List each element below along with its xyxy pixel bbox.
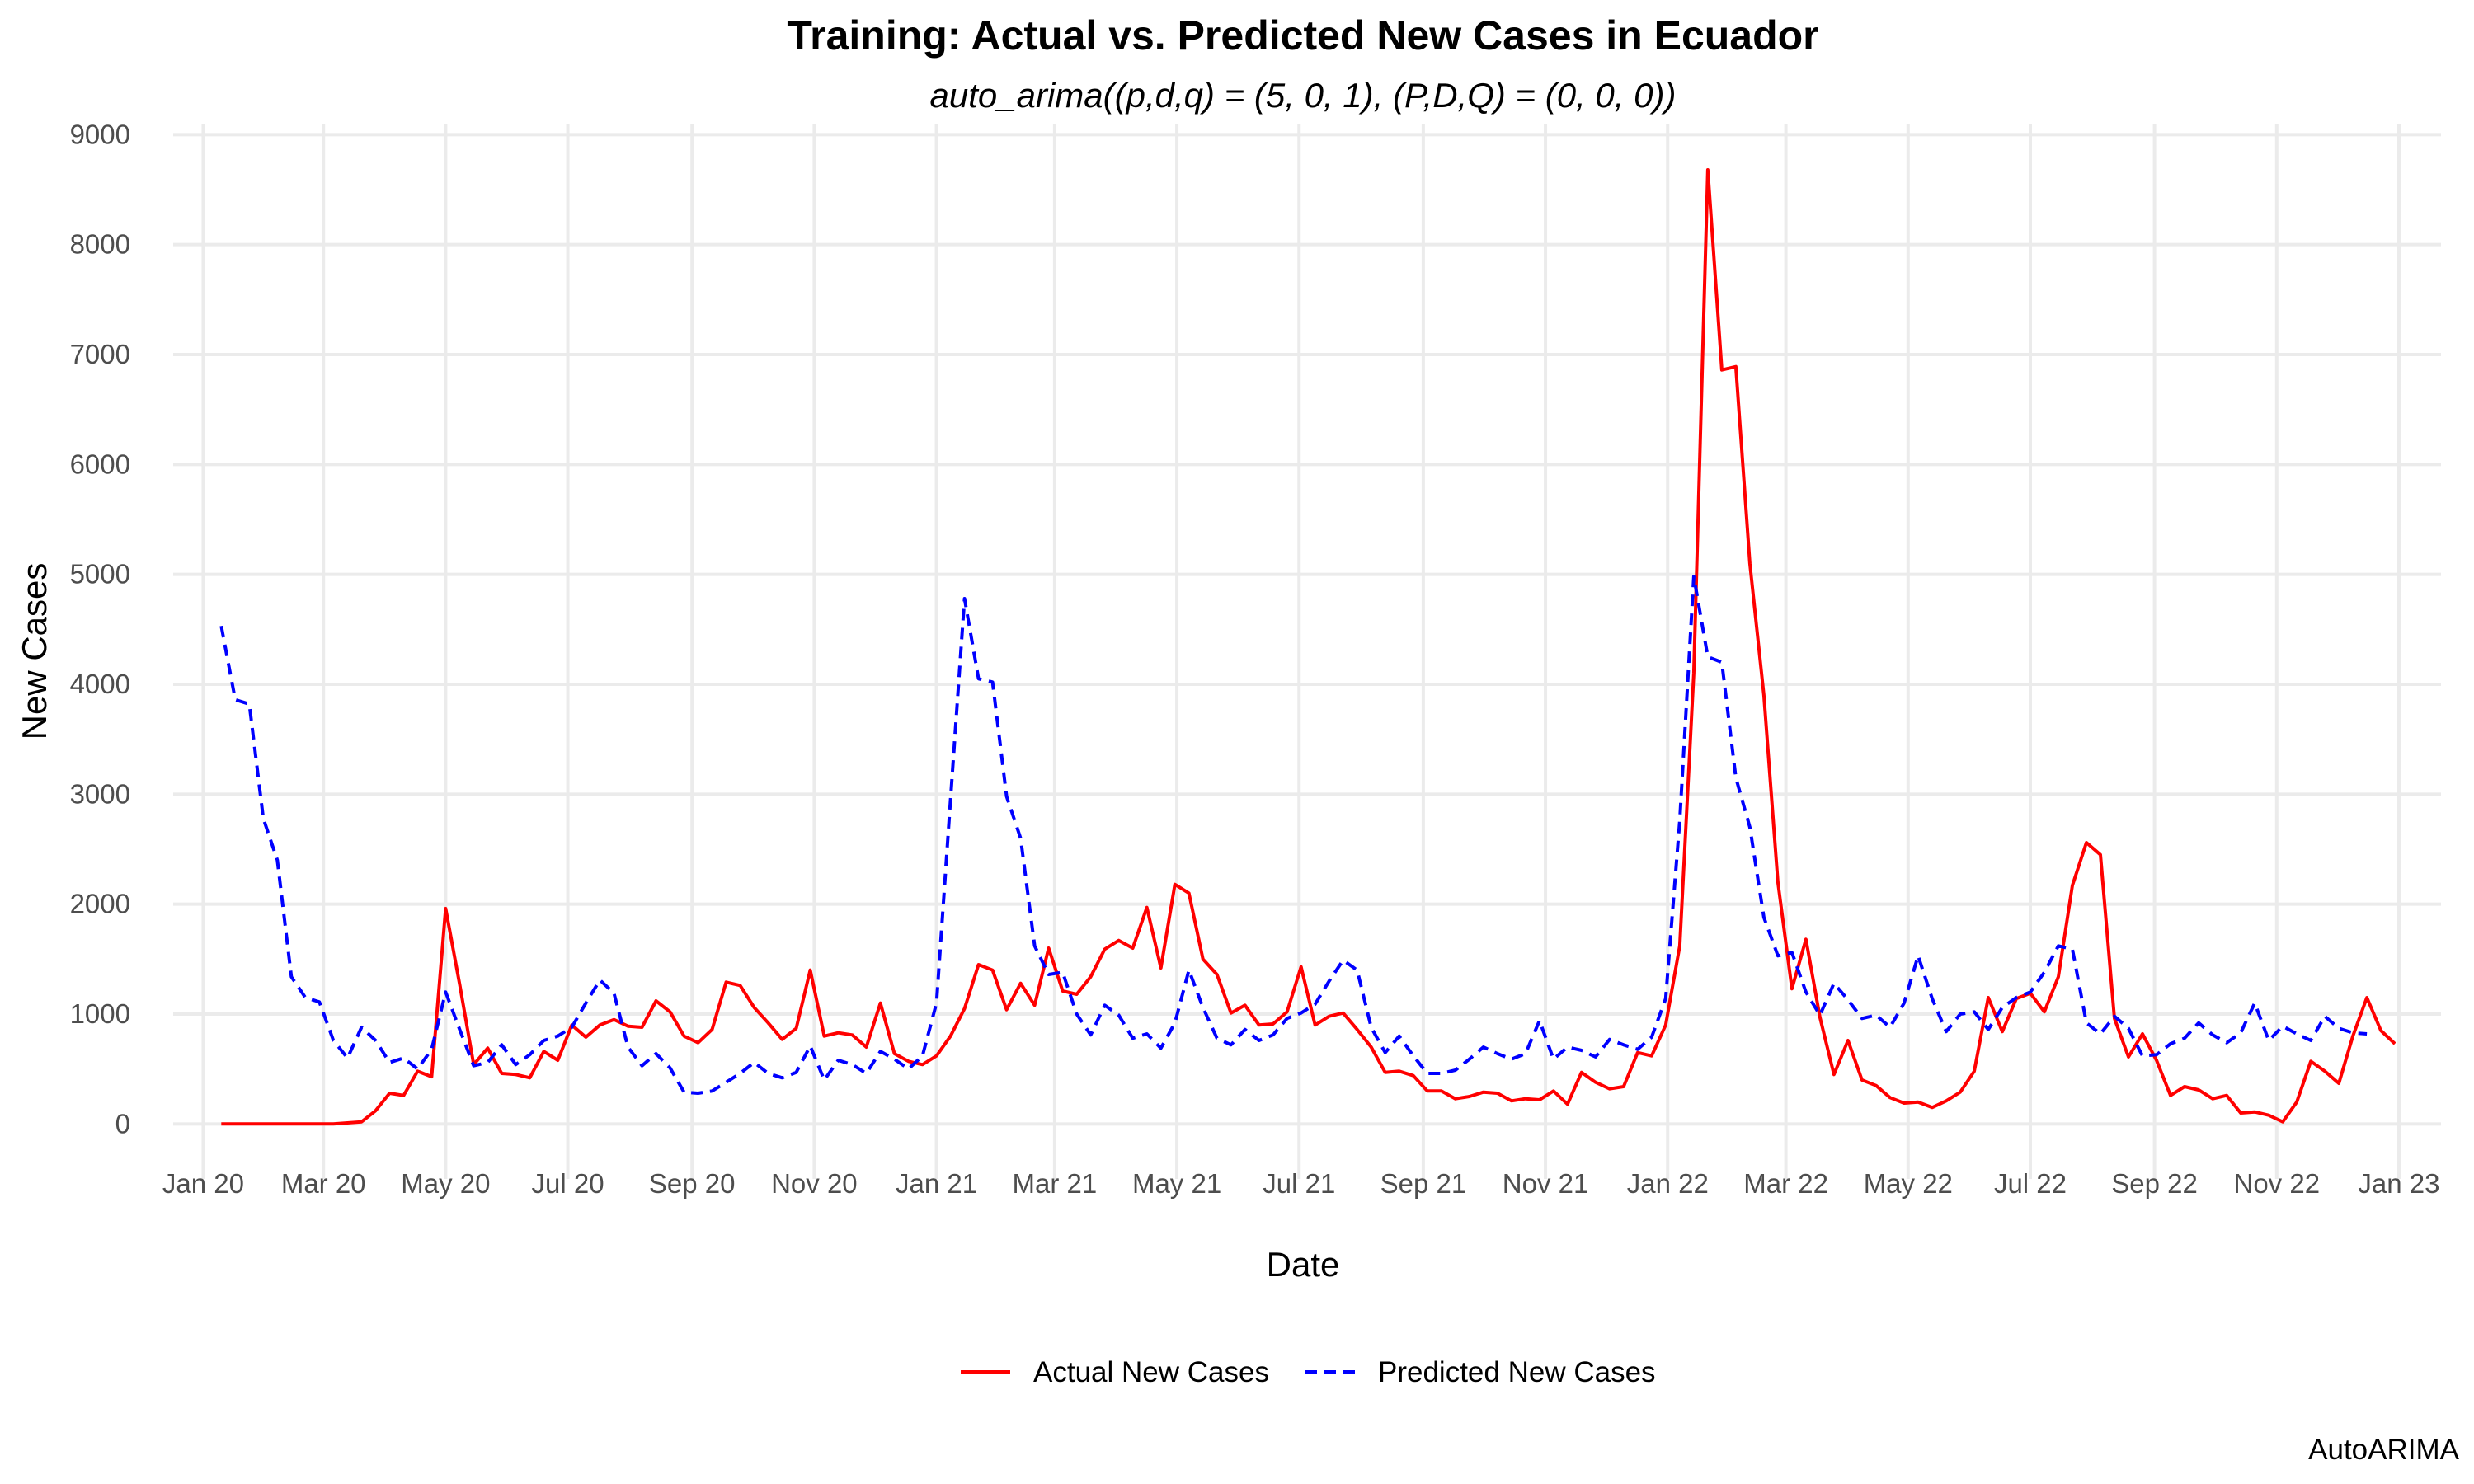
x-tick-label: Nov 22 [2234, 1168, 2321, 1199]
x-axis-title: Date [1267, 1245, 1340, 1284]
legend-label-predicted: Predicted New Cases [1378, 1356, 1656, 1388]
x-tick-label: Mar 21 [1013, 1168, 1098, 1199]
x-tick-label: Sep 20 [649, 1168, 736, 1199]
actual-series-line [221, 168, 2396, 1126]
x-tick-label: Jul 21 [1263, 1168, 1335, 1199]
y-tick-label: 1000 [70, 998, 130, 1029]
x-tick-label: Jul 22 [1994, 1168, 2067, 1199]
caption: AutoARIMA [2308, 1434, 2459, 1466]
x-tick-label: Nov 20 [771, 1168, 858, 1199]
x-tick-label: Jan 20 [162, 1168, 244, 1199]
y-tick-label: 0 [115, 1108, 130, 1139]
legend: Actual New Cases Predicted New Cases [961, 1356, 1656, 1388]
y-tick-label: 2000 [70, 889, 130, 919]
y-tick-label: 3000 [70, 778, 130, 809]
x-tick-label: Sep 22 [2111, 1168, 2198, 1199]
x-tick-label: Mar 20 [281, 1168, 366, 1199]
chart-title: Training: Actual vs. Predicted New Cases… [787, 12, 1818, 59]
grid [173, 124, 2441, 1179]
x-tick-label: Mar 22 [1743, 1168, 1828, 1199]
series-lines [219, 168, 2396, 1126]
y-tick-label: 7000 [70, 339, 130, 369]
legend-label-actual: Actual New Cases [1033, 1356, 1269, 1388]
x-tick-label: Jul 20 [532, 1168, 604, 1199]
x-tick-label: Sep 21 [1380, 1168, 1467, 1199]
x-tick-label: Jan 21 [896, 1168, 977, 1199]
y-tick-label: 9000 [70, 119, 130, 149]
y-tick-label: 5000 [70, 559, 130, 589]
x-tick-label: May 22 [1864, 1168, 1953, 1199]
predicted-series-line [219, 575, 2368, 1095]
x-axis-ticks: Jan 20 Mar 20 May 20 Jul 20 Sep 20 Nov 20 Jan … [162, 1168, 2440, 1199]
x-tick-label: Jan 23 [2358, 1168, 2439, 1199]
y-tick-label: 8000 [70, 229, 130, 260]
y-axis-ticks: 0 1000 2000 3000 4000 5000 6000 7000 8000 9000 [70, 119, 130, 1139]
y-tick-label: 6000 [70, 448, 130, 479]
x-tick-label: Jan 22 [1627, 1168, 1709, 1199]
chart-subtitle: auto_arima((p,d,q) = (5, 0, 1), (P,D,Q) … [930, 76, 1677, 115]
x-tick-label: May 21 [1132, 1168, 1221, 1199]
x-tick-label: Nov 21 [1503, 1168, 1589, 1199]
y-axis-title: New Cases [15, 563, 54, 740]
x-tick-label: May 20 [401, 1168, 490, 1199]
y-tick-label: 4000 [70, 669, 130, 699]
